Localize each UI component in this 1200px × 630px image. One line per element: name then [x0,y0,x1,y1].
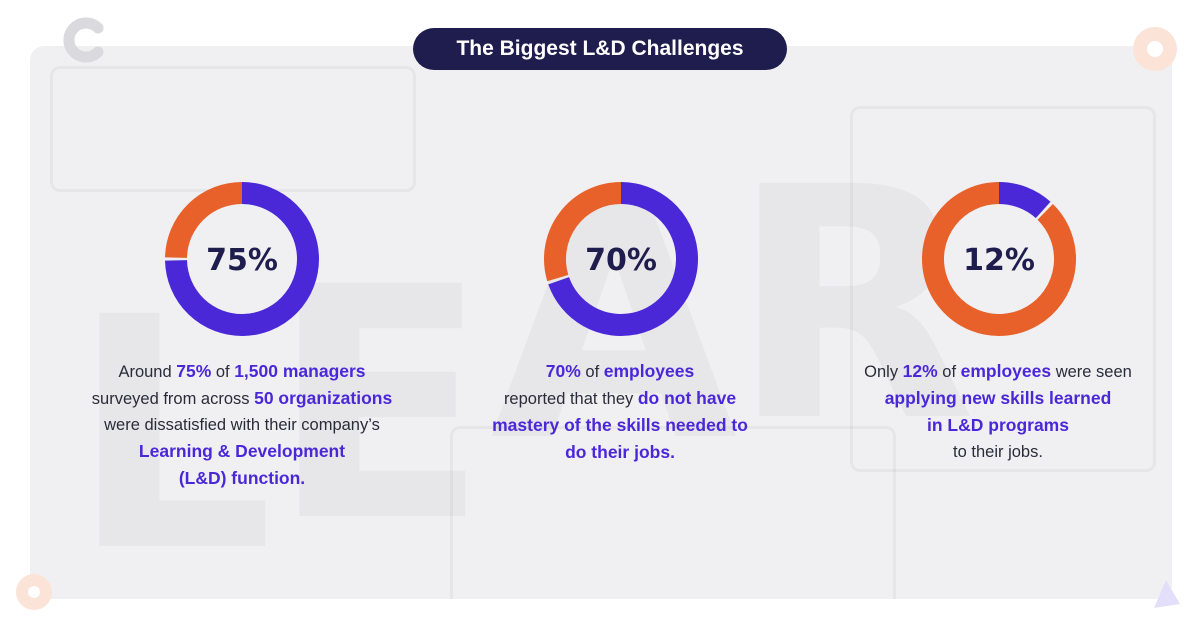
donut-slice-remainder [544,182,622,282]
caption-managers: Around 75% of 1,500 managers surveyed fro… [52,358,432,492]
donut-percent-label: 70% [585,243,657,278]
background-shape [50,66,416,192]
caption-text: reported that they [503,390,638,408]
caption-text: of [580,363,604,381]
caption-line: 70% of employees [430,358,810,385]
caption-line: do their jobs. [430,439,810,466]
caption-text: Around [118,363,177,381]
caption-highlight: in L&D programs [927,415,1069,435]
caption-text: Only [864,363,903,381]
caption-highlight: (L&D) function. [178,468,306,488]
caption-line: (L&D) function. [52,465,432,492]
caption-highlight: 50 organizations [254,388,393,408]
caption-line: in L&D programs [808,412,1188,439]
caption-line: Around 75% of 1,500 managers [52,358,432,385]
caption-highlight: 75% [176,361,212,381]
donut-slice-remainder [165,182,243,259]
caption-line: were dissatisfied with their company’s [52,412,432,438]
decor-circle-icon [1133,27,1177,71]
donut-percent-label: 12% [963,243,1035,278]
caption-text: to their jobs. [953,443,1043,461]
donut-percent-label: 75% [206,243,278,278]
caption-highlight: 1,500 managers [234,361,366,381]
donut-slice-remainder [922,182,1076,336]
caption-highlight: 12% [902,361,938,381]
caption-highlight: do their jobs. [565,442,675,462]
caption-highlight: do not have [637,388,737,408]
caption-line: to their jobs. [808,439,1188,465]
caption-employees-mastery: 70% of employees reported that they do no… [430,358,810,466]
donut-chart-70: 70% [544,182,698,336]
decor-shape-icon [1154,580,1180,608]
caption-highlight: employees [603,361,695,381]
caption-line: surveyed from across 50 organizations [52,385,432,412]
caption-text: were seen [1051,363,1132,381]
caption-highlight: employees [960,361,1052,381]
background-shape [850,106,1156,472]
caption-line: mastery of the skills needed to [430,412,810,439]
donut-slice-main [548,182,698,336]
caption-highlight: Learning & Development [138,441,346,461]
caption-text: of [937,363,961,381]
logo-icon [63,17,104,63]
background-shape [450,426,896,599]
decor-circle-icon [16,574,52,610]
caption-line: applying new skills learned [808,385,1188,412]
donut-slice-main [998,182,1051,219]
page-title: The Biggest L&D Challenges [413,28,787,70]
caption-highlight: mastery of the skills needed to [492,415,748,435]
caption-highlight: 70% [545,361,581,381]
caption-line: Only 12% of employees were seen [808,358,1188,385]
caption-text: of [211,363,235,381]
donut-slice-main [165,182,319,336]
donut-chart-12: 12% [922,182,1076,336]
caption-highlight: applying new skills learned [884,388,1112,408]
caption-line: reported that they do not have [430,385,810,412]
donut-chart-75: 75% [165,182,319,336]
caption-text: were dissatisfied with their company’s [104,416,380,434]
caption-text: surveyed from across [91,390,255,408]
caption-line: Learning & Development [52,438,432,465]
caption-employees-applying: Only 12% of employees were seen applying … [808,358,1188,465]
